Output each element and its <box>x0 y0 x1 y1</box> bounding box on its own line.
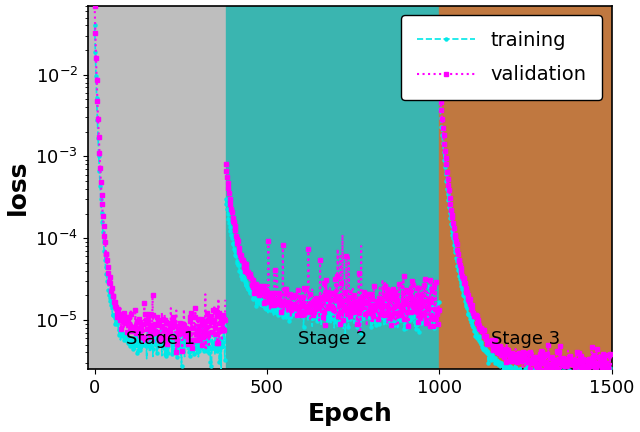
validation <box>149 318 157 324</box>
training <box>168 324 176 329</box>
Text: Stage 2: Stage 2 <box>298 330 367 348</box>
training <box>188 346 195 351</box>
validation <box>163 326 170 331</box>
Bar <box>226 6 440 369</box>
validation <box>188 346 196 351</box>
validation <box>221 297 229 302</box>
Bar <box>88 6 226 369</box>
Line: validation: validation <box>93 4 227 353</box>
training <box>218 366 225 372</box>
training <box>163 328 170 333</box>
Text: Stage 1: Stage 1 <box>125 330 195 348</box>
validation <box>114 307 122 312</box>
training <box>221 336 229 341</box>
X-axis label: Epoch: Epoch <box>307 403 392 426</box>
Y-axis label: loss: loss <box>6 160 29 215</box>
training <box>91 23 99 28</box>
Line: training: training <box>93 24 227 371</box>
validation <box>168 338 176 343</box>
validation <box>191 333 199 338</box>
training <box>191 343 198 349</box>
Text: Stage 3: Stage 3 <box>491 330 560 348</box>
validation <box>91 3 99 8</box>
training <box>114 318 122 324</box>
Legend: training, validation: training, validation <box>401 15 602 100</box>
training <box>149 354 157 359</box>
validation <box>172 349 180 354</box>
Bar <box>440 6 612 369</box>
